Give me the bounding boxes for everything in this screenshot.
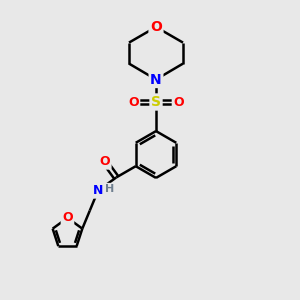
Text: N: N (150, 73, 162, 86)
Text: H: H (105, 184, 114, 194)
Text: S: S (151, 95, 161, 109)
Text: O: O (62, 212, 73, 224)
Text: O: O (100, 155, 110, 168)
Text: N: N (93, 184, 103, 197)
Text: O: O (173, 95, 184, 109)
Text: O: O (150, 20, 162, 34)
Text: O: O (128, 95, 139, 109)
